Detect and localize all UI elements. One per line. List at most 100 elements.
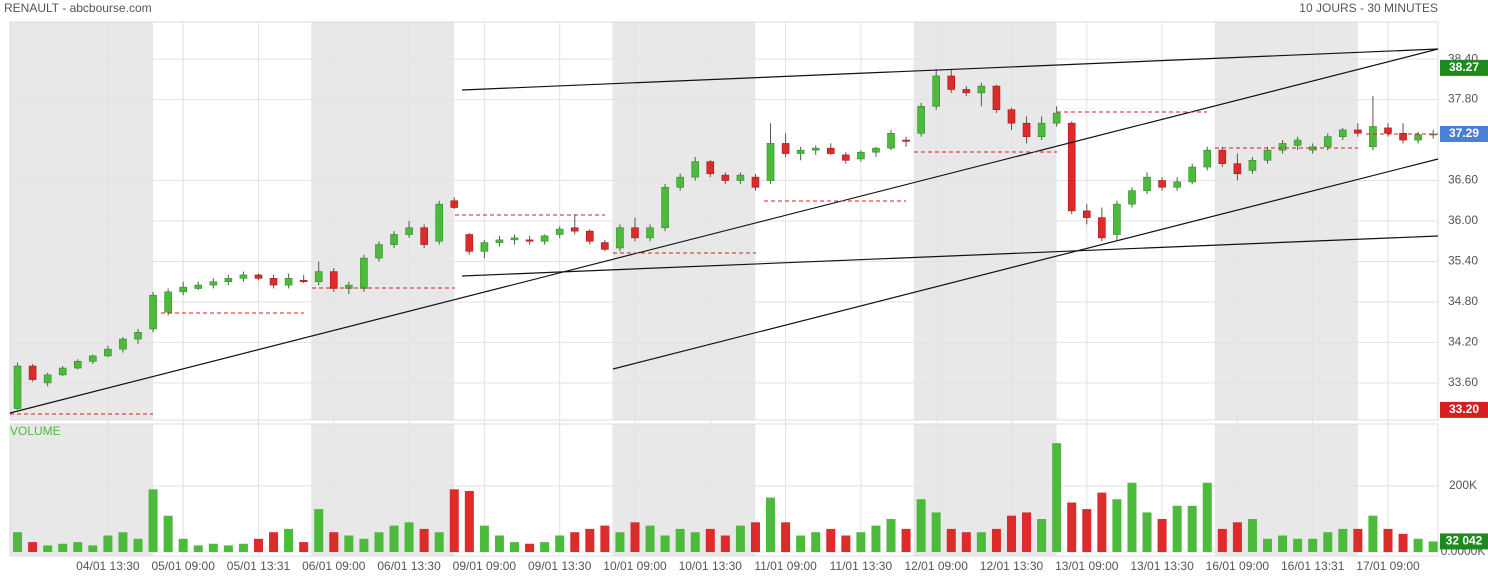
candle-body: [495, 239, 504, 243]
y-tick-label: 34.20: [1448, 335, 1478, 349]
candle-body: [947, 75, 956, 90]
candle-body: [570, 227, 579, 232]
volume-bar: [1428, 541, 1438, 552]
x-tick-label: 11/01 09:00: [754, 559, 817, 573]
candle-body: [284, 278, 293, 286]
volume-bar: [1022, 512, 1032, 552]
volume-bar: [1338, 528, 1348, 552]
candle-body: [1158, 180, 1166, 188]
volume-bar: [811, 532, 821, 552]
volume-bar: [208, 543, 218, 552]
candle-body: [1293, 139, 1302, 146]
volume-bar: [1037, 519, 1047, 552]
volume-bar: [73, 542, 83, 552]
x-tick-label: 10/01 09:00: [603, 559, 667, 573]
volume-bar: [766, 497, 776, 552]
candle-body: [164, 291, 172, 313]
candle-body: [239, 274, 248, 279]
volume-bar: [1157, 519, 1167, 552]
x-tick-label: 09/01 13:30: [528, 559, 592, 573]
candle-body: [1339, 129, 1347, 137]
candle-body: [1113, 203, 1121, 235]
x-tick-label: 11/01 13:30: [830, 559, 893, 573]
candle-body: [405, 227, 413, 235]
volume-bar: [871, 525, 881, 552]
candle-body: [194, 284, 203, 289]
candle-body: [450, 200, 459, 208]
candle-body: [902, 139, 910, 142]
volume-bar: [796, 535, 806, 552]
volume-bar: [1006, 515, 1016, 552]
volume-bar: [163, 515, 173, 552]
price-marker: [1440, 125, 1488, 142]
candle-body: [616, 227, 624, 249]
candle-body: [631, 227, 639, 239]
candle-body: [1354, 129, 1362, 134]
candle-body: [661, 186, 669, 229]
candle-body: [314, 271, 323, 283]
candle-body: [375, 244, 383, 259]
volume-bar: [1383, 528, 1393, 552]
candle-body: [28, 365, 37, 380]
x-tick-label: 16/01 13:31: [1281, 559, 1345, 573]
volume-bar: [88, 545, 98, 552]
volume-bar: [886, 519, 896, 552]
volume-bar: [253, 538, 263, 552]
volume-bar: [449, 489, 459, 552]
volume-bar: [299, 542, 309, 552]
volume-bar: [1278, 535, 1288, 552]
candle-body: [555, 228, 564, 235]
candle-body: [465, 234, 474, 252]
candle-body: [887, 133, 895, 149]
candle-body: [329, 271, 338, 289]
volume-bar: [359, 538, 369, 552]
volume-bar: [1067, 502, 1077, 552]
price-marker: [1440, 59, 1488, 76]
candle-body: [435, 203, 444, 242]
volume-bar: [525, 543, 535, 552]
candle-body: [269, 278, 278, 286]
volume-bar: [630, 522, 640, 552]
trend-line: [461, 235, 1439, 277]
volume-bar: [103, 535, 113, 552]
candle-body: [932, 75, 940, 107]
plot: 38.4037.8036.6036.0035.4034.8034.2033.60…: [13, 51, 1488, 573]
x-tick-label: 09/01 09:00: [453, 559, 517, 573]
candle-body: [1414, 134, 1422, 141]
volume-bar: [1263, 538, 1273, 552]
candle-body: [691, 161, 700, 178]
candle-body: [1098, 217, 1106, 239]
candle-body: [540, 235, 549, 242]
trend-line: [461, 48, 1439, 91]
volume-bar: [193, 545, 203, 552]
volume-bar: [1187, 505, 1197, 552]
volume-bar: [1247, 519, 1257, 552]
candle-body: [1399, 133, 1407, 141]
candle-body: [1248, 159, 1257, 171]
volume-bar: [856, 532, 866, 552]
x-tick-label: 05/01 09:00: [151, 559, 215, 573]
candle-body: [73, 361, 82, 369]
volume-bar: [675, 528, 685, 552]
candle-body: [992, 85, 1001, 110]
candle-body: [826, 147, 835, 154]
volume-bar: [1127, 482, 1137, 552]
volume-bar: [464, 490, 474, 552]
candle-body: [1007, 109, 1016, 124]
candle-body: [1067, 122, 1076, 212]
candle-body: [1263, 149, 1272, 161]
candle-body: [721, 174, 730, 181]
candle-body: [977, 85, 986, 94]
volume-bar: [118, 532, 128, 552]
volume-bar: [916, 499, 926, 552]
candle-body: [390, 234, 398, 245]
y-tick-label: 33.60: [1448, 375, 1478, 389]
volume-bar: [344, 535, 354, 552]
volume-bar: [931, 512, 941, 552]
x-tick-label: 13/01 13:30: [1130, 559, 1194, 573]
candle-body: [104, 348, 112, 357]
candle-body: [1203, 149, 1212, 168]
candle-body: [676, 176, 684, 188]
price-marker-label: 37.29: [1449, 126, 1479, 140]
